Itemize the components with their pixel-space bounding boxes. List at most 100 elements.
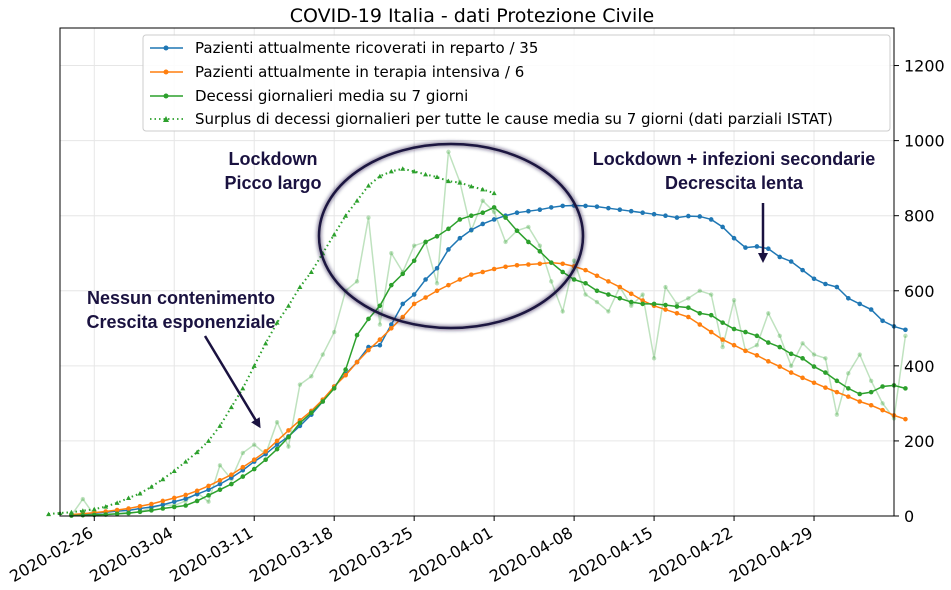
series-point-terapia-intensiva: [411, 301, 417, 307]
legend-entry-surplus: Surplus di decessi giornalieri per tutte…: [150, 110, 833, 128]
raw-daily-deaths-point: [880, 401, 885, 406]
raw-daily-deaths-point: [366, 215, 371, 220]
series-point-decessi: [868, 389, 874, 395]
series-point-terapia-intensiva: [343, 372, 348, 378]
series-point-ricoverati: [548, 205, 554, 210]
series-point-surplus: [114, 500, 120, 505]
series-line-ricoverati: [71, 204, 906, 516]
y-tick-label: 0: [904, 507, 914, 526]
x-tick-label: 2020-04-15: [566, 523, 656, 586]
raw-daily-deaths-point: [800, 341, 805, 346]
series-point-surplus: [445, 178, 451, 184]
series-point-surplus: [103, 504, 109, 509]
series-point-surplus: [434, 174, 440, 180]
series-point-surplus: [217, 423, 223, 428]
series-point-ricoverati: [594, 204, 600, 209]
series-point-decessi: [343, 367, 348, 372]
series-point-decessi: [754, 333, 760, 339]
series-point-surplus: [171, 468, 177, 473]
series-point-decessi: [800, 356, 805, 361]
raw-daily-deaths-point: [663, 284, 668, 290]
series-point-surplus: [228, 404, 234, 410]
series-point-terapia-intensiva: [880, 407, 885, 413]
series-point-surplus: [263, 340, 269, 346]
series-point-decessi: [240, 474, 246, 479]
series-point-decessi: [846, 386, 851, 391]
peak-ellipse: [317, 142, 585, 330]
raw-daily-deaths-point: [80, 496, 86, 502]
series-point-decessi: [194, 498, 200, 504]
series-point-decessi: [229, 481, 234, 487]
series-point-decessi: [400, 271, 406, 277]
series-point-terapia-intensiva: [366, 347, 371, 353]
series-point-decessi: [149, 508, 154, 513]
series-terapia-intensiva: [69, 260, 908, 517]
annotation-no-containment-line2: Crescita esponenziale: [86, 312, 275, 332]
series-point-terapia-intensiva: [480, 269, 486, 275]
series-point-ricoverati: [491, 217, 497, 222]
series-point-ricoverati: [183, 496, 188, 502]
series-point-surplus: [388, 168, 394, 174]
series-point-terapia-intensiva: [137, 503, 143, 509]
series-point-surplus: [297, 284, 303, 290]
series-point-decessi: [548, 260, 554, 265]
raw-daily-deaths-point: [320, 352, 325, 357]
series-line-decessi: [71, 206, 906, 517]
series-point-decessi: [457, 217, 463, 222]
series-point-surplus: [206, 438, 212, 443]
x-tick-label: 2020-03-18: [246, 523, 336, 586]
series-point-decessi: [423, 239, 428, 245]
series-point-decessi: [857, 391, 863, 397]
raw-daily-deaths-point: [788, 363, 794, 369]
series-point-surplus: [400, 166, 406, 171]
raw-daily-deaths-point: [217, 463, 223, 468]
series-point-terapia-intensiva: [674, 310, 680, 316]
series-point-terapia-intensiva: [640, 298, 645, 303]
series-point-terapia-intensiva: [274, 438, 280, 444]
raw-daily-deaths-series: [69, 149, 908, 518]
series-point-surplus: [68, 509, 74, 515]
raw-daily-deaths-point: [446, 149, 451, 155]
series-point-decessi: [354, 332, 360, 338]
series-point-surplus: [423, 171, 429, 177]
raw-daily-deaths-point: [434, 281, 440, 286]
raw-daily-deaths-point: [709, 292, 714, 297]
raw-daily-deaths-point: [754, 343, 760, 348]
series-point-ricoverati: [514, 210, 520, 215]
series-point-decessi: [766, 340, 771, 345]
series-point-decessi: [663, 302, 668, 308]
series-point-ricoverati: [617, 207, 623, 212]
series-point-terapia-intensiva: [423, 295, 428, 300]
y-tick-label: 200: [904, 432, 935, 451]
series-point-ricoverati: [274, 442, 280, 447]
series-point-decessi: [331, 386, 337, 391]
series-point-decessi: [206, 493, 211, 498]
raw-daily-deaths-point: [389, 251, 394, 256]
series-point-ricoverati: [788, 259, 794, 264]
series-point-ricoverati: [834, 284, 840, 290]
raw-daily-deaths-point: [206, 499, 211, 504]
raw-daily-deaths-point: [686, 296, 691, 301]
annotation-no-containment-arrow: [203, 335, 261, 429]
raw-daily-deaths-point: [252, 442, 257, 447]
series-point-decessi: [160, 506, 166, 511]
legend-entry-decessi: Decessi giornalieri media su 7 giorni: [150, 87, 468, 105]
series-point-terapia-intensiva: [217, 478, 223, 483]
series-point-terapia-intensiva: [788, 370, 794, 375]
raw-daily-deaths-point: [823, 356, 828, 361]
series-point-ricoverati: [217, 481, 223, 487]
series-point-terapia-intensiva: [160, 498, 166, 504]
raw-daily-deaths-point: [526, 224, 531, 230]
raw-daily-deaths-point: [354, 279, 360, 284]
raw-daily-deaths-point: [811, 352, 817, 357]
series-point-decessi: [731, 326, 737, 332]
raw-daily-deaths-point: [731, 297, 737, 303]
x-tick-label: 2020-04-01: [406, 523, 496, 586]
series-point-decessi: [514, 228, 520, 234]
series-point-ricoverati: [686, 213, 691, 219]
series-point-surplus: [491, 190, 497, 196]
series-point-ricoverati: [731, 235, 737, 241]
series-point-terapia-intensiva: [800, 375, 805, 381]
series-point-terapia-intensiva: [811, 380, 817, 386]
